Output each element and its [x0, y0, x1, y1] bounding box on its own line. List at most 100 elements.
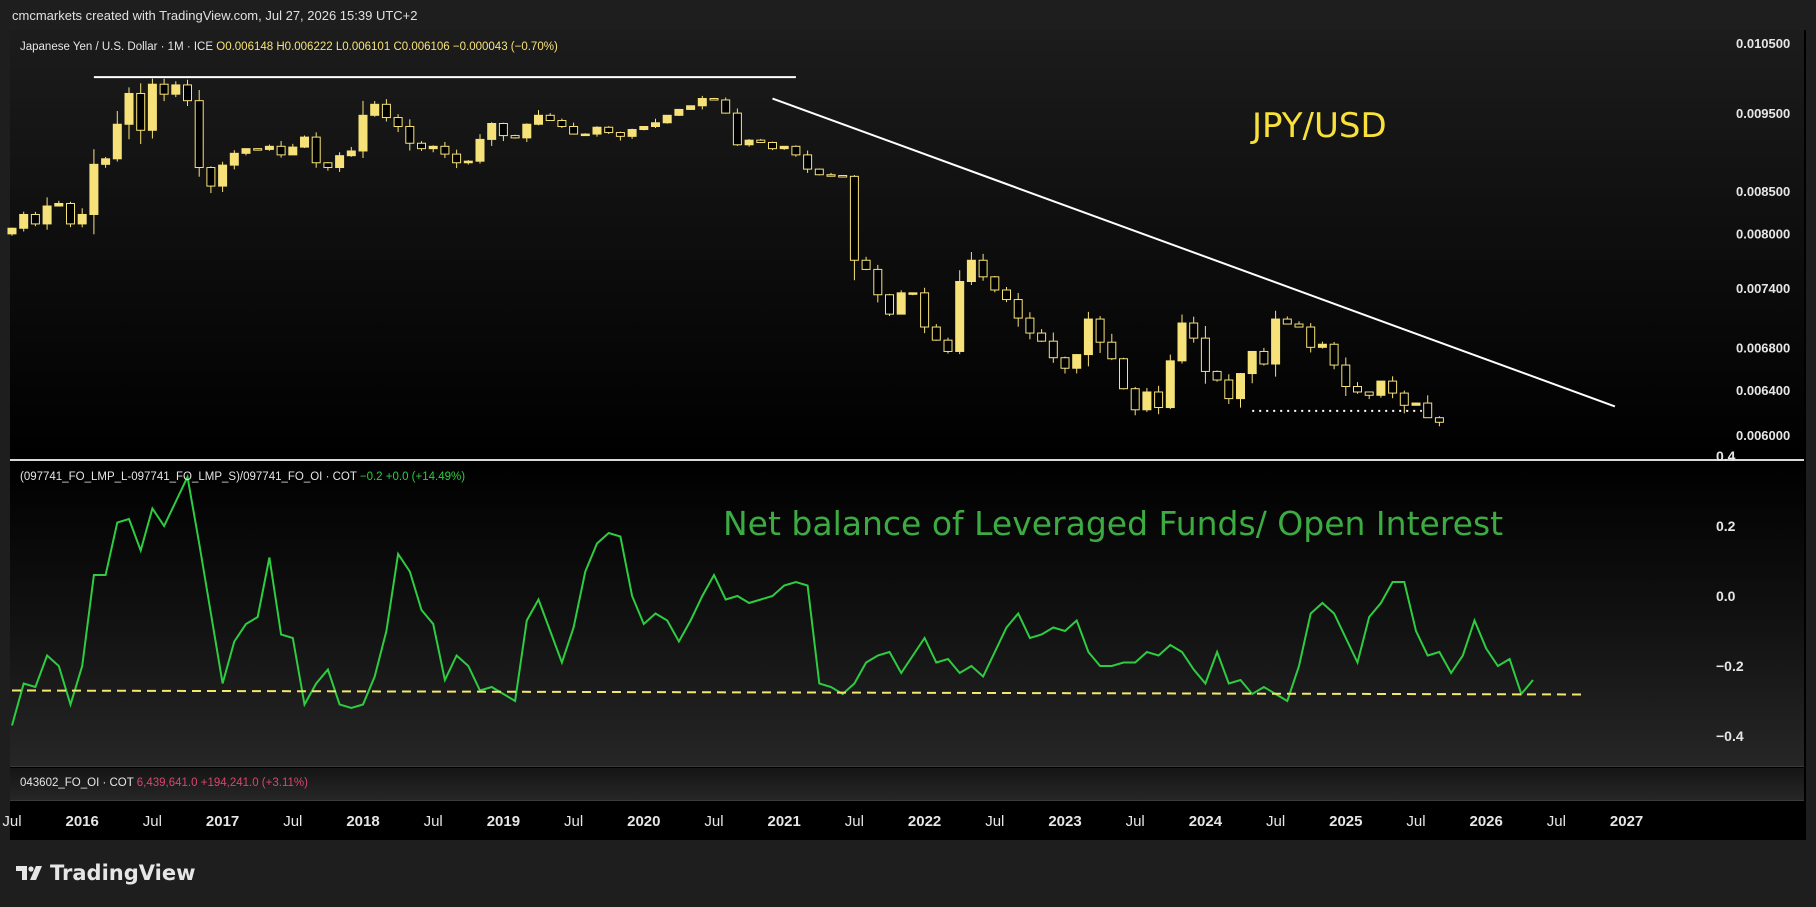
- candle-up: [7, 227, 17, 235]
- low-value: L0.006101: [335, 41, 391, 53]
- candle-down: [1189, 322, 1199, 339]
- candle-down: [1130, 388, 1140, 411]
- candle-down: [1037, 332, 1047, 342]
- candle-down: [30, 213, 40, 225]
- pane-separator[interactable]: [10, 459, 1804, 461]
- time-axis-label: Jul: [1266, 813, 1285, 830]
- candle-down: [1434, 417, 1444, 423]
- time-axis-label: Jul: [2, 813, 21, 830]
- candle-down: [1107, 341, 1117, 360]
- pair-annotation: JPY/USD: [1252, 106, 1387, 146]
- candle-down: [183, 84, 192, 102]
- candle-down: [721, 99, 731, 114]
- close-value: C0.006106: [393, 41, 450, 53]
- high-value: H0.006222: [276, 41, 333, 53]
- candle-down: [931, 326, 941, 341]
- candle-up: [627, 129, 637, 137]
- candle-down: [1200, 337, 1210, 372]
- downtrend-line: [772, 97, 1616, 408]
- cot-pane[interactable]: [10, 461, 1804, 766]
- candle-down: [768, 141, 777, 150]
- candle-up: [335, 155, 345, 169]
- candle-down: [253, 148, 263, 151]
- time-axis-label: Jul: [283, 813, 302, 830]
- candle-up: [264, 145, 274, 150]
- candle-up: [908, 292, 918, 295]
- tradingview-logo-icon: [16, 866, 42, 880]
- price-axis-label: 0.009500: [1736, 106, 1790, 121]
- candle-down: [498, 123, 508, 137]
- oi-name: 043602_FO_OI · COT: [20, 777, 134, 789]
- candle-down: [756, 139, 766, 143]
- candle-up: [1072, 354, 1082, 369]
- time-axis-label: 2023: [1048, 813, 1081, 830]
- candle-down: [615, 132, 625, 137]
- candle-down: [885, 294, 894, 315]
- tradingview-logo[interactable]: TradingView: [14, 861, 195, 885]
- candle-down: [440, 145, 450, 155]
- time-axis-label: Jul: [1126, 813, 1145, 830]
- candle-down: [1329, 343, 1339, 366]
- price-pane[interactable]: [10, 30, 1804, 458]
- candle-down: [1282, 318, 1292, 325]
- candle-up: [463, 160, 473, 164]
- candle-up: [428, 145, 438, 150]
- time-axis-label: 2022: [908, 813, 941, 830]
- candle-down: [545, 114, 555, 122]
- cot-value: −0.2: [359, 471, 383, 483]
- price-axis-label: 0.008500: [1736, 184, 1790, 199]
- candle-down: [417, 142, 426, 150]
- candle-up: [54, 202, 64, 207]
- candle-down: [1353, 386, 1362, 393]
- candle-down: [1224, 379, 1234, 400]
- candle-down: [1060, 357, 1070, 369]
- time-axis-label: Jul: [1406, 813, 1425, 830]
- candle-down: [1002, 289, 1011, 301]
- candle-up: [112, 123, 122, 160]
- open-interest-pane[interactable]: [10, 768, 1804, 800]
- candle-down: [393, 117, 403, 128]
- candle-down: [1341, 364, 1351, 388]
- candle-up: [674, 108, 684, 116]
- cot-support-line: [11, 689, 1586, 696]
- candle-up: [300, 136, 309, 148]
- time-axis-label: 2017: [206, 813, 239, 830]
- candle-up: [487, 123, 497, 140]
- candle-up: [42, 205, 52, 225]
- oi-legend[interactable]: 043602_FO_OI · COT 6,439,641.0 +194,241.…: [20, 777, 308, 789]
- candle-up: [1247, 350, 1257, 375]
- pane-separator[interactable]: [10, 766, 1804, 767]
- candle-up: [522, 123, 532, 139]
- time-axis-label: Jul: [143, 813, 162, 830]
- candle-up: [1376, 380, 1386, 396]
- candle-up: [475, 138, 485, 162]
- change-value: −0.000043 (−0.70%): [452, 41, 558, 53]
- time-axis-label: Jul: [845, 813, 864, 830]
- candle-up: [686, 105, 696, 110]
- cot-legend[interactable]: (097741_FO_LMP_L-097741_FO_LMP_S)/097741…: [20, 471, 465, 483]
- time-axis-label: 2027: [1610, 813, 1643, 830]
- candle-up: [346, 150, 356, 157]
- time-axis-label: 2018: [346, 813, 379, 830]
- time-axis-label: 2025: [1329, 813, 1362, 830]
- candle-up: [19, 213, 29, 229]
- candle-up: [89, 163, 99, 215]
- candle-up: [171, 84, 181, 95]
- candle-up: [370, 103, 380, 116]
- candle-up: [1236, 373, 1245, 400]
- candle-down: [943, 339, 953, 352]
- price-axis-label: 0.006000: [1736, 428, 1790, 443]
- attribution-text: cmcmarkets created with TradingView.com,…: [12, 8, 418, 23]
- candle-up: [966, 259, 976, 282]
- candle-down: [1364, 391, 1374, 396]
- price-axis-label: 0.010500: [1736, 36, 1790, 51]
- price-legend[interactable]: Japanese Yen / U.S. Dollar · 1M · ICE O0…: [20, 41, 558, 53]
- candle-up: [662, 114, 672, 124]
- candle-up: [744, 139, 754, 146]
- candle-down: [510, 135, 520, 139]
- candle-up: [1317, 343, 1327, 348]
- candle-up: [592, 126, 602, 135]
- candle-up: [124, 92, 134, 125]
- candle-down: [803, 154, 813, 170]
